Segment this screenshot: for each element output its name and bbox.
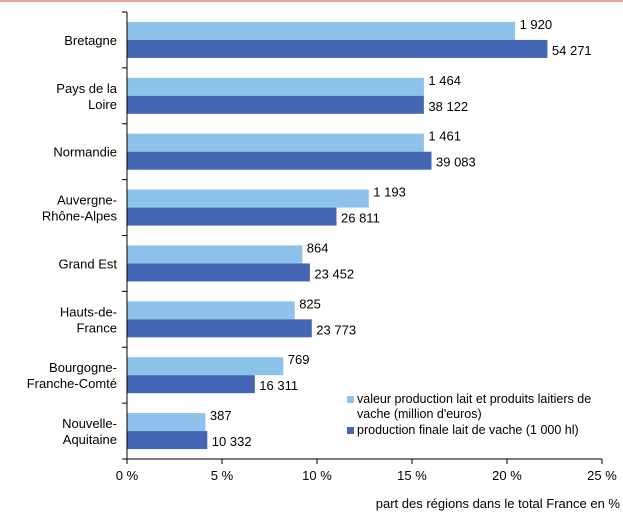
data-label-value: 1 461 bbox=[428, 129, 461, 144]
data-label-value: 387 bbox=[210, 408, 232, 423]
x-tick-label: 20 % bbox=[492, 468, 522, 483]
bar-production bbox=[127, 375, 255, 394]
bar-value bbox=[127, 413, 206, 432]
bar-value bbox=[127, 21, 516, 40]
category-label: France bbox=[77, 320, 117, 335]
legend-label-value: valeur production lait et produits laiti… bbox=[357, 392, 592, 421]
category-label: Hauts-de- bbox=[60, 304, 117, 319]
data-label-value: 1 920 bbox=[520, 17, 553, 32]
data-label-production: 38 122 bbox=[428, 99, 468, 114]
data-label-value: 1 464 bbox=[428, 73, 461, 88]
data-label-value: 825 bbox=[299, 296, 321, 311]
data-label-production: 23 773 bbox=[316, 322, 356, 337]
data-label-production: 26 811 bbox=[341, 211, 380, 226]
bar-value bbox=[127, 133, 424, 152]
category-label: Nouvelle- bbox=[62, 416, 117, 431]
data-label-value: 1 193 bbox=[373, 185, 406, 200]
category-label: Rhône-Alpes bbox=[42, 209, 118, 224]
bar-production bbox=[127, 263, 310, 282]
legend-swatch-production bbox=[347, 427, 354, 434]
category-label: Normandie bbox=[53, 145, 117, 160]
category-label: Auvergne- bbox=[57, 193, 117, 208]
category-label: Aquitaine bbox=[63, 432, 117, 447]
category-label: Bourgogne- bbox=[49, 360, 117, 375]
bar-value bbox=[127, 245, 303, 264]
bar-production bbox=[127, 319, 312, 338]
x-tick-label: 0 % bbox=[116, 468, 139, 483]
bar-value bbox=[127, 301, 295, 320]
x-tick-label: 5 % bbox=[211, 468, 234, 483]
bar-production bbox=[127, 151, 432, 170]
data-label-value: 769 bbox=[288, 352, 310, 367]
legend: valeur production lait et produits laiti… bbox=[347, 392, 623, 439]
data-label-production: 16 311 bbox=[259, 378, 298, 393]
bar-value bbox=[127, 189, 369, 208]
legend-label-production: production finale lait de vache (1 000 h… bbox=[357, 423, 579, 437]
legend-item-production: production finale lait de vache (1 000 h… bbox=[347, 423, 623, 438]
legend-swatch-value bbox=[347, 396, 354, 403]
bar-production bbox=[127, 431, 208, 450]
x-tick-label: 15 % bbox=[397, 468, 427, 483]
top-rule bbox=[0, 0, 623, 2]
category-label: Pays de la bbox=[56, 81, 117, 96]
data-label-production: 39 083 bbox=[436, 155, 476, 170]
bar-value bbox=[127, 77, 424, 96]
bar-production bbox=[127, 39, 548, 58]
bar-value bbox=[127, 357, 284, 376]
legend-item-value: valeur production lait et produits laiti… bbox=[347, 392, 623, 422]
category-label: Grand Est bbox=[58, 256, 117, 271]
x-tick-label: 10 % bbox=[302, 468, 332, 483]
data-label-production: 10 332 bbox=[212, 434, 252, 449]
bar-production bbox=[127, 207, 337, 226]
x-axis-title: part des régions dans le total France en… bbox=[375, 496, 620, 511]
data-label-value: 864 bbox=[307, 240, 329, 255]
data-label-production: 23 452 bbox=[314, 266, 354, 281]
x-tick-label: 25 % bbox=[587, 468, 617, 483]
data-label-production: 54 271 bbox=[552, 43, 592, 58]
category-label: Franche-Comté bbox=[27, 376, 117, 391]
category-label: Bretagne bbox=[64, 33, 117, 48]
category-label: Loire bbox=[88, 97, 117, 112]
bar-production bbox=[127, 95, 424, 114]
